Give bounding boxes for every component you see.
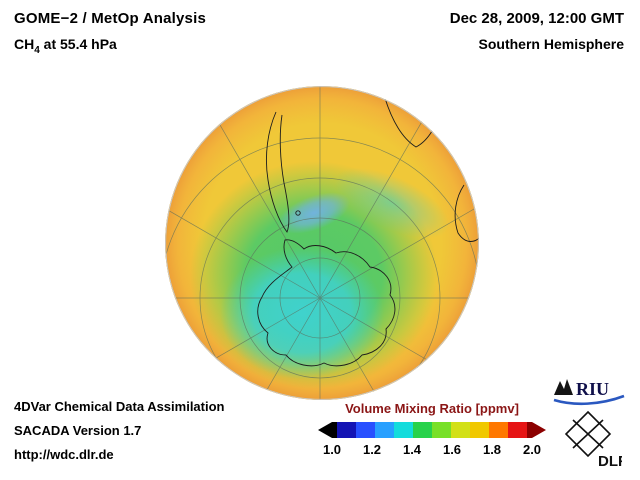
field-cyan-arm: [334, 167, 450, 239]
footer-credits: 4DVar Chemical Data Assimilation SACADA …: [14, 395, 225, 467]
riu-logo-text: RIU: [576, 379, 609, 399]
dlr-logo-text: DLR: [598, 453, 622, 468]
colorbar-tick: 1.0: [322, 442, 342, 457]
field-polar-cyan: [220, 247, 384, 379]
colorbar: Volume Mixing Ratio [ppmv] 1.0 1.2 1.4 1…: [318, 401, 546, 458]
riu-peaks-icon: [554, 379, 573, 395]
riu-logo: RIU: [552, 376, 626, 406]
coastline-falklands: [295, 210, 301, 216]
coastline-australia: [454, 184, 479, 242]
datetime-label: Dec 28, 2009, 12:00 GMT: [449, 10, 624, 27]
riu-swoosh: [553, 394, 625, 406]
species-subscript: 4: [34, 44, 40, 56]
riu-logo-svg: RIU: [553, 379, 625, 406]
colorbar-tick: 1.2: [362, 442, 382, 457]
colorbar-title: Volume Mixing Ratio [ppmv]: [345, 401, 519, 416]
coastline-south-america: [266, 111, 290, 233]
colorbar-ticks: 1.0 1.2 1.4 1.6 1.8 2.0: [318, 442, 546, 458]
dlr-logo: DLR: [558, 410, 629, 470]
colorbar-tick: 1.4: [402, 442, 422, 457]
colorbar-tick: 1.8: [482, 442, 502, 457]
colorbar-tick: 1.6: [442, 442, 462, 457]
globe-map: [164, 85, 480, 401]
credit-line-1: 4DVar Chemical Data Assimilation: [14, 399, 225, 414]
header-left: GOME−2 / MetOp Analysis CH4 at 55.4 hPa: [14, 10, 206, 56]
plot-subtitle: CH4 at 55.4 hPa: [14, 36, 206, 56]
header-right: Dec 28, 2009, 12:00 GMT Southern Hemisph…: [450, 10, 624, 52]
hemisphere-label: Southern Hemisphere: [478, 36, 624, 52]
colorbar-gradient: [318, 422, 546, 438]
coastline-antarctica: [257, 239, 396, 367]
credit-line-2: SACADA Version 1.7: [14, 423, 142, 438]
credit-url: http://wdc.dlr.de: [14, 447, 114, 462]
dlr-diamond-icon: [564, 410, 612, 458]
species-prefix: CH: [14, 36, 35, 52]
coastline-madagascar: [449, 127, 459, 147]
colorbar-tick: 2.0: [522, 442, 542, 457]
field-blue-filament: [277, 192, 351, 234]
globe-svg: [165, 86, 479, 400]
plot-title: GOME−2 / MetOp Analysis: [14, 10, 207, 27]
dlr-logo-svg: DLR: [564, 410, 629, 470]
level-suffix: at 55.4 hPa: [39, 36, 117, 52]
globe-rim: [165, 86, 479, 400]
